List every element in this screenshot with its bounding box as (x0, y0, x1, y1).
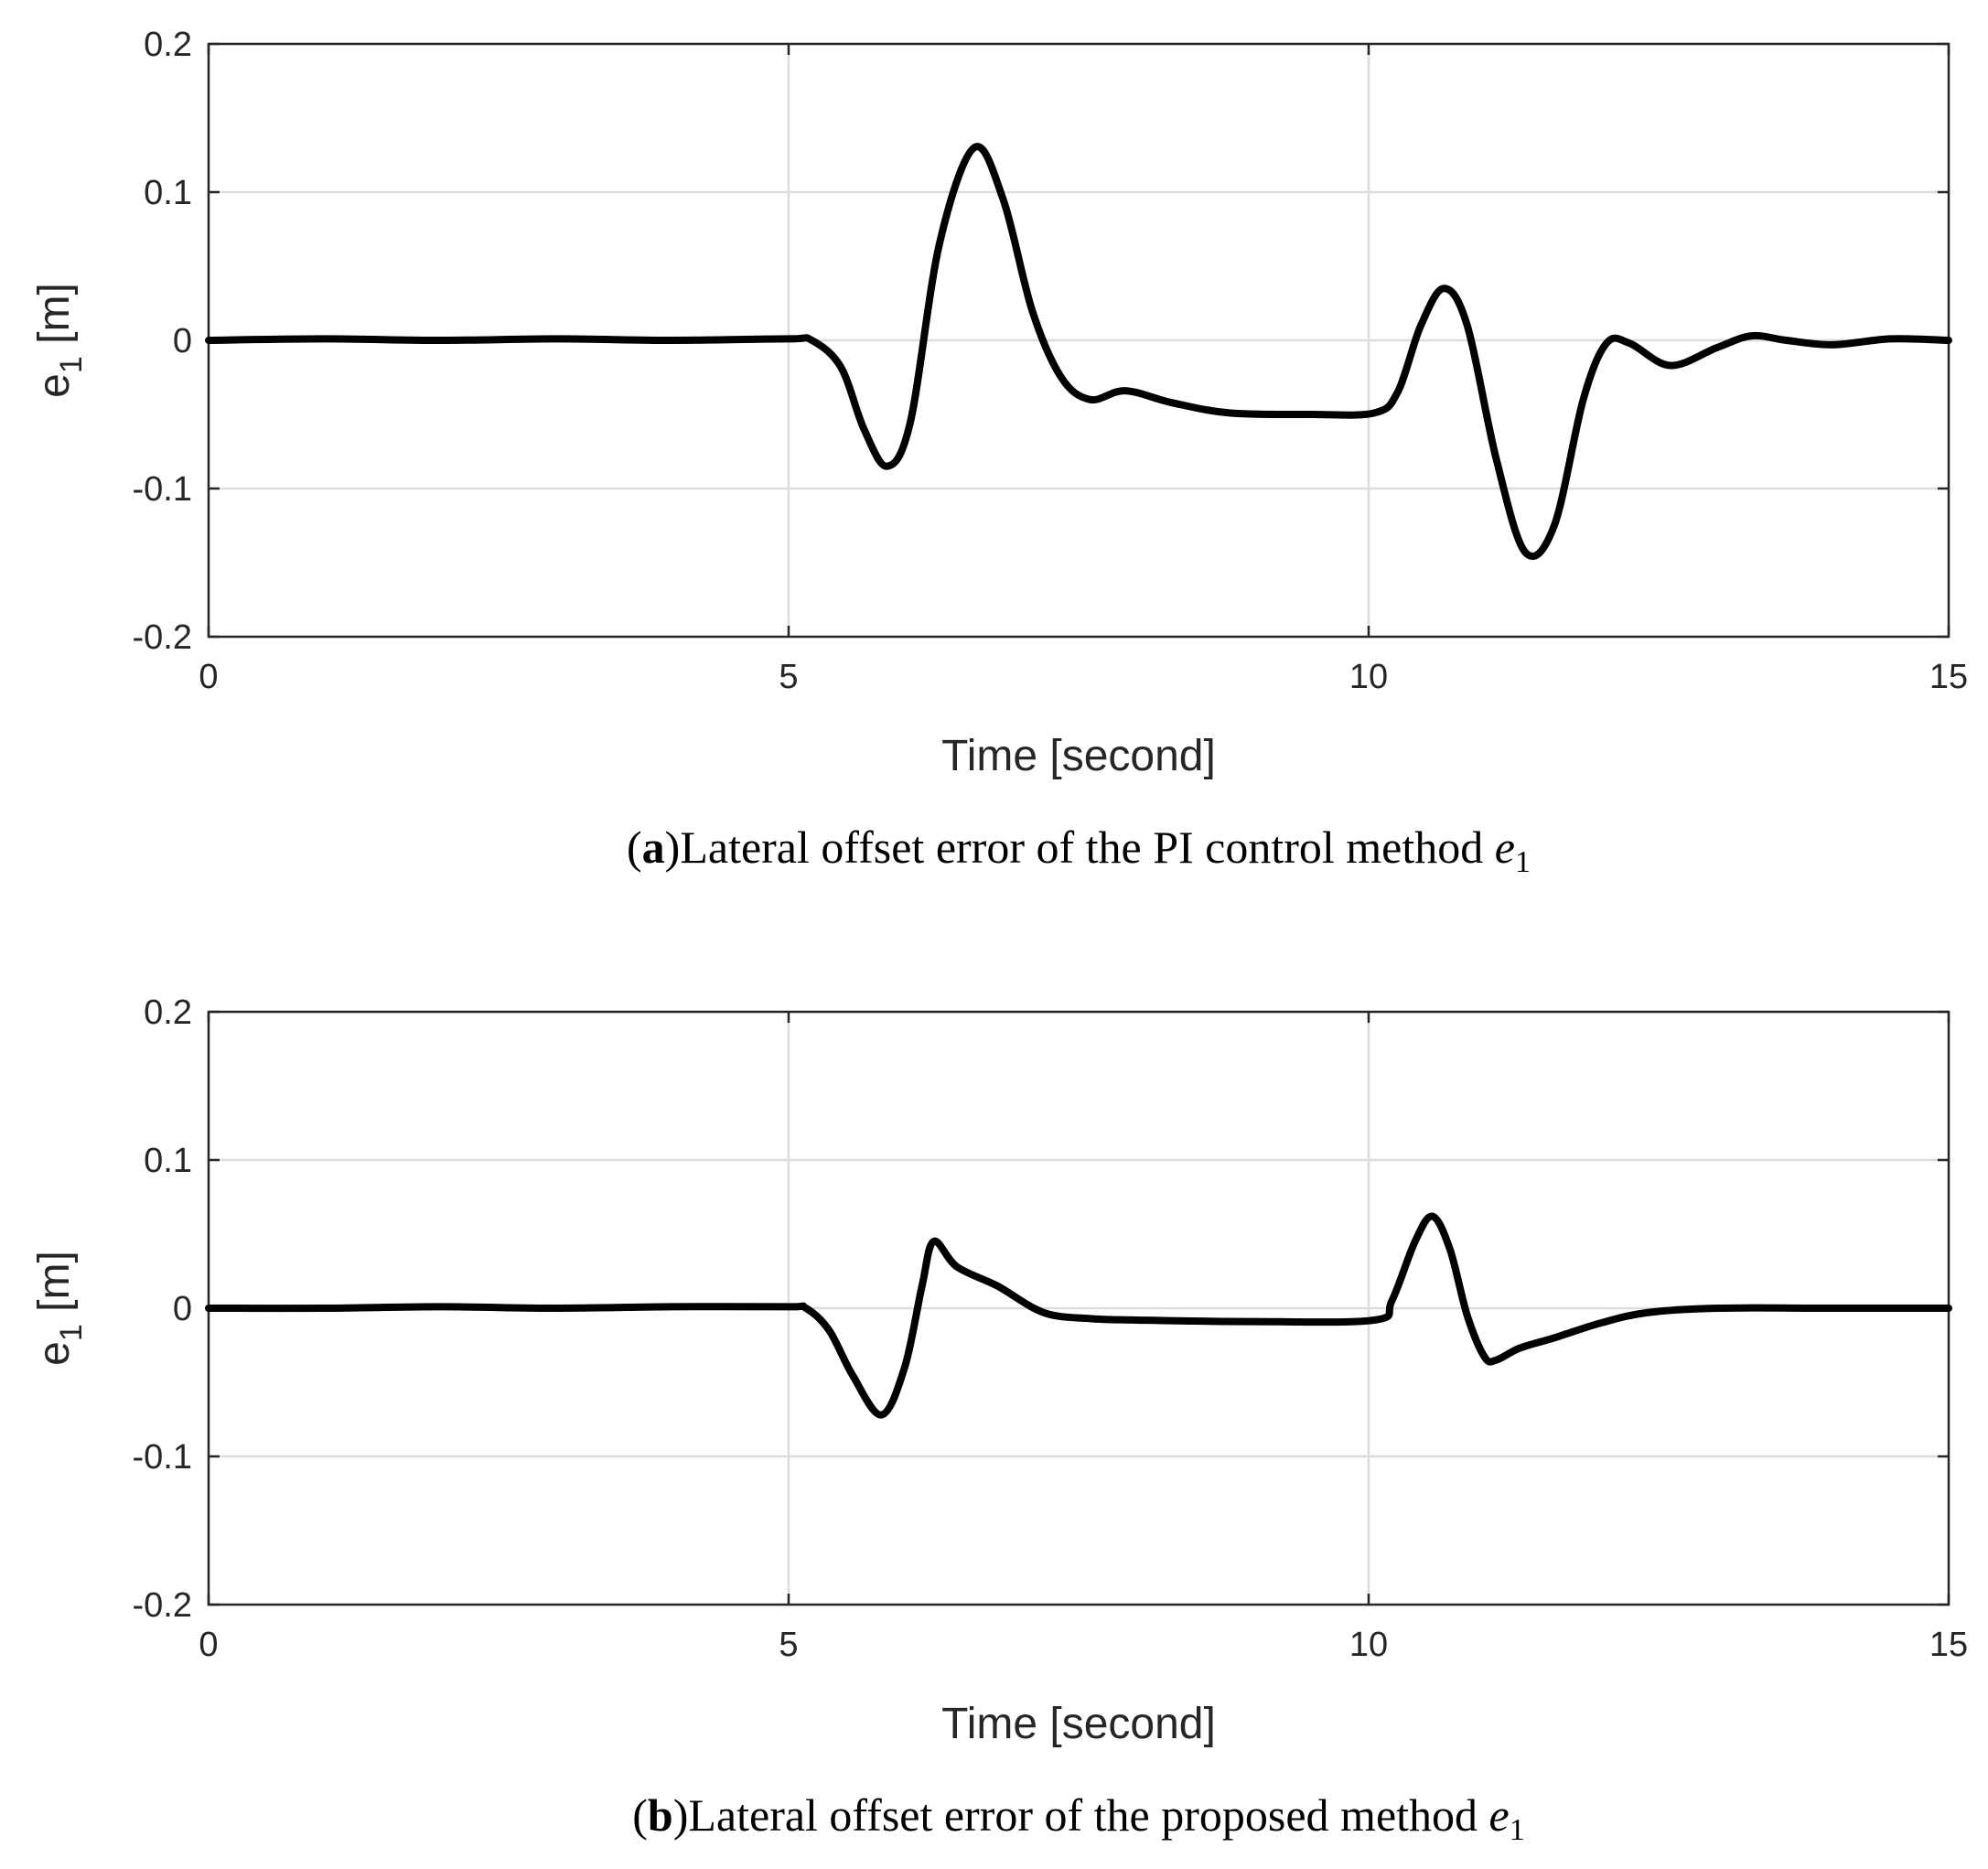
panel-b-caption-label: b (648, 1789, 673, 1841)
panel-a-ytick-label: 0.2 (144, 26, 192, 64)
panel-b-caption-var: e (1489, 1789, 1510, 1841)
panel-b-ylabel-sub: 1 (54, 1324, 89, 1341)
panel-b-caption-text: Lateral offset error of the proposed met… (688, 1789, 1488, 1841)
panel-a-caption-sub: 1 (1515, 845, 1531, 879)
panel-b-x-axis-label: Time [second] (941, 1700, 1216, 1748)
panel-a-tick-marks (207, 42, 1950, 639)
panel-b-xtick-label: 5 (779, 1626, 798, 1664)
panel-a-xtick-label: 0 (199, 658, 218, 696)
panel-a-x-axis-label: Time [second] (941, 732, 1216, 780)
panel-b-y-axis-label: e1 [m] (30, 1251, 89, 1366)
panel-a-y-axis-label: e1 [m] (30, 283, 89, 398)
panel-a-xtick-label: 5 (779, 658, 798, 696)
panel-b-ytick-label: 0.2 (144, 994, 192, 1032)
panel-a-ytick-label: 0.1 (144, 174, 192, 212)
panel-b-ytick-label: 0.1 (144, 1142, 192, 1180)
panel-a-caption-text: Lateral offset error of the PI control m… (680, 822, 1494, 873)
panel-b-ytick-label: -0.1 (133, 1438, 192, 1477)
panel-b-xtick-label: 10 (1349, 1626, 1388, 1664)
panel-a-ylabel-base: e (30, 373, 79, 398)
panel-b-xtick-label: 15 (1929, 1626, 1968, 1664)
panel-a-xtick-label: 10 (1349, 658, 1388, 696)
panel-a-ytick-label: 0 (173, 322, 192, 360)
panel-b-series-line (205, 1212, 1952, 1419)
panel-b-ytick-label: 0 (173, 1290, 192, 1328)
panel-a-ylabel-sub: 1 (54, 356, 89, 373)
panel-b-ylabel-unit: [m] (30, 1251, 79, 1324)
panel-b-ytick-label: -0.2 (133, 1586, 192, 1625)
panel-a-ytick-label: -0.2 (133, 618, 192, 657)
panel-a-ylabel-unit: [m] (30, 283, 79, 356)
panel-a-ytick-label: -0.1 (133, 470, 192, 509)
panel-b-caption: (b)Lateral offset error of the proposed … (632, 1789, 1524, 1847)
panel-b-xtick-label: 0 (199, 1626, 218, 1664)
panel-a: 0.2 0.1 0 -0.1 -0.2 0 5 10 15 Time [seco… (30, 26, 1968, 879)
panel-b-tick-marks (207, 1010, 1950, 1606)
panel-a-xtick-label: 15 (1929, 658, 1968, 696)
panel-a-caption: (a)Lateral offset error of the PI contro… (627, 822, 1531, 879)
panel-b-ylabel-base: e (30, 1341, 79, 1366)
panel-b: 0.2 0.1 0 -0.1 -0.2 0 5 10 15 Time [seco… (30, 994, 1968, 1847)
panel-a-caption-label: a (642, 822, 665, 873)
panel-a-caption-var: e (1495, 822, 1515, 873)
panel-a-series-line (205, 143, 1952, 561)
panel-b-caption-sub: 1 (1510, 1813, 1525, 1847)
